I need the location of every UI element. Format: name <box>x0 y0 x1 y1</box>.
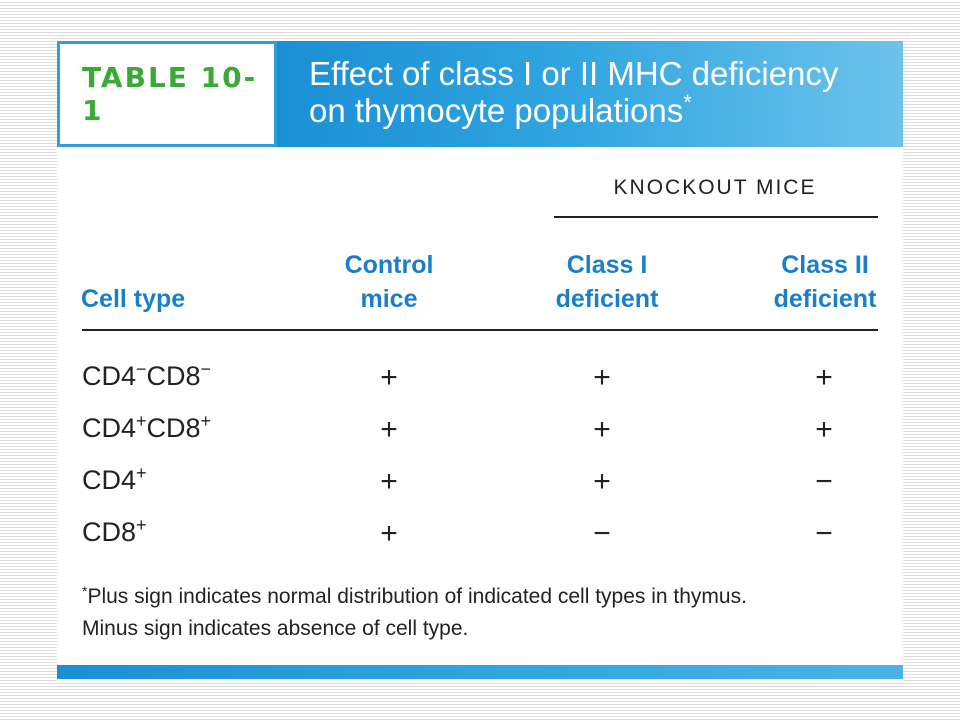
class2-value: + <box>815 361 833 394</box>
table-title: Effect of class I or II MHC deficiency o… <box>277 41 903 147</box>
table-number-box: TABLE 10-1 <box>57 41 277 147</box>
cell-marker-1-sign: − <box>136 359 147 379</box>
group-header-rule <box>554 216 878 218</box>
cell-marker-1: CD4 <box>82 465 137 495</box>
class2-value: − <box>815 465 833 498</box>
table-title-line-2: on thymocyte populations* <box>309 90 903 130</box>
cell-marker-1-sign: + <box>136 411 147 431</box>
cell-marker-2: CD8 <box>146 361 201 391</box>
control-header-line-2: mice <box>360 285 418 313</box>
column-header-class-1-deficient: Class I deficient <box>537 248 677 316</box>
cell-marker-1-sign: + <box>136 515 147 535</box>
cell-marker-1: CD4 <box>82 361 137 391</box>
footnote-line-1: *Plus sign indicates normal distribution… <box>82 581 882 613</box>
class1-value: + <box>593 465 611 498</box>
knockout-mice-group-header: KNOCKOUT MICE <box>613 176 817 199</box>
table-row: CD4−CD8− + + + <box>82 351 878 403</box>
table-header-banner: TABLE 10-1 Effect of class I or II MHC d… <box>57 41 903 147</box>
title-footnote-mark: * <box>683 90 692 115</box>
class2-value: + <box>815 413 833 446</box>
slide: TABLE 10-1 Effect of class I or II MHC d… <box>57 41 903 682</box>
footnote-line-1-text: Plus sign indicates normal distribution … <box>87 585 747 608</box>
table-row: CD8+ + − − <box>82 507 878 559</box>
table-footnote: *Plus sign indicates normal distribution… <box>82 581 882 645</box>
cell-marker-2: CD8 <box>146 413 201 443</box>
control-header-line-1: Control <box>344 251 434 279</box>
cell-marker-1: CD8 <box>82 517 137 547</box>
control-value: + <box>380 517 398 550</box>
column-header-cell-type: Cell type <box>81 285 186 313</box>
column-header-control-mice: Control mice <box>319 248 459 316</box>
column-header-class-2-deficient: Class II deficient <box>755 248 895 316</box>
cell-type-name: CD4+ <box>82 463 147 496</box>
class2-header-line-2: deficient <box>773 285 877 313</box>
cell-marker-2-sign: + <box>200 411 212 431</box>
bottom-accent-bar <box>57 665 903 679</box>
class2-header-line-1: Class II <box>781 251 869 279</box>
table-row: CD4+CD8+ + + + <box>82 403 878 455</box>
control-value: + <box>380 361 398 394</box>
control-value: + <box>380 413 398 446</box>
cell-marker-2-sign: − <box>200 359 212 379</box>
table-title-line-2-text: on thymocyte populations <box>309 92 684 129</box>
column-header-rule <box>82 329 878 331</box>
table-row: CD4+ + + − <box>82 455 878 507</box>
class2-value: − <box>815 517 833 550</box>
table-number: TABLE 10-1 <box>82 61 258 127</box>
cell-marker-1: CD4 <box>82 413 137 443</box>
class1-header-line-2: deficient <box>555 285 659 313</box>
class1-value: + <box>593 361 611 394</box>
class1-header-line-1: Class I <box>566 251 648 279</box>
class1-value: + <box>593 413 611 446</box>
class1-value: − <box>593 517 611 550</box>
footnote-mark: * <box>82 583 88 599</box>
cell-marker-1-sign: + <box>136 463 147 483</box>
footnote-line-2: Minus sign indicates absence of cell typ… <box>82 617 469 640</box>
cell-type-name: CD8+ <box>82 515 147 548</box>
cell-type-name: CD4+CD8+ <box>82 411 212 444</box>
table-title-line-1: Effect of class I or II MHC deficiency <box>309 55 839 92</box>
cell-type-name: CD4−CD8− <box>82 359 212 392</box>
table-body: CD4−CD8− + + + CD4+CD8+ + + + CD4+ + + −… <box>82 351 878 559</box>
control-value: + <box>380 465 398 498</box>
